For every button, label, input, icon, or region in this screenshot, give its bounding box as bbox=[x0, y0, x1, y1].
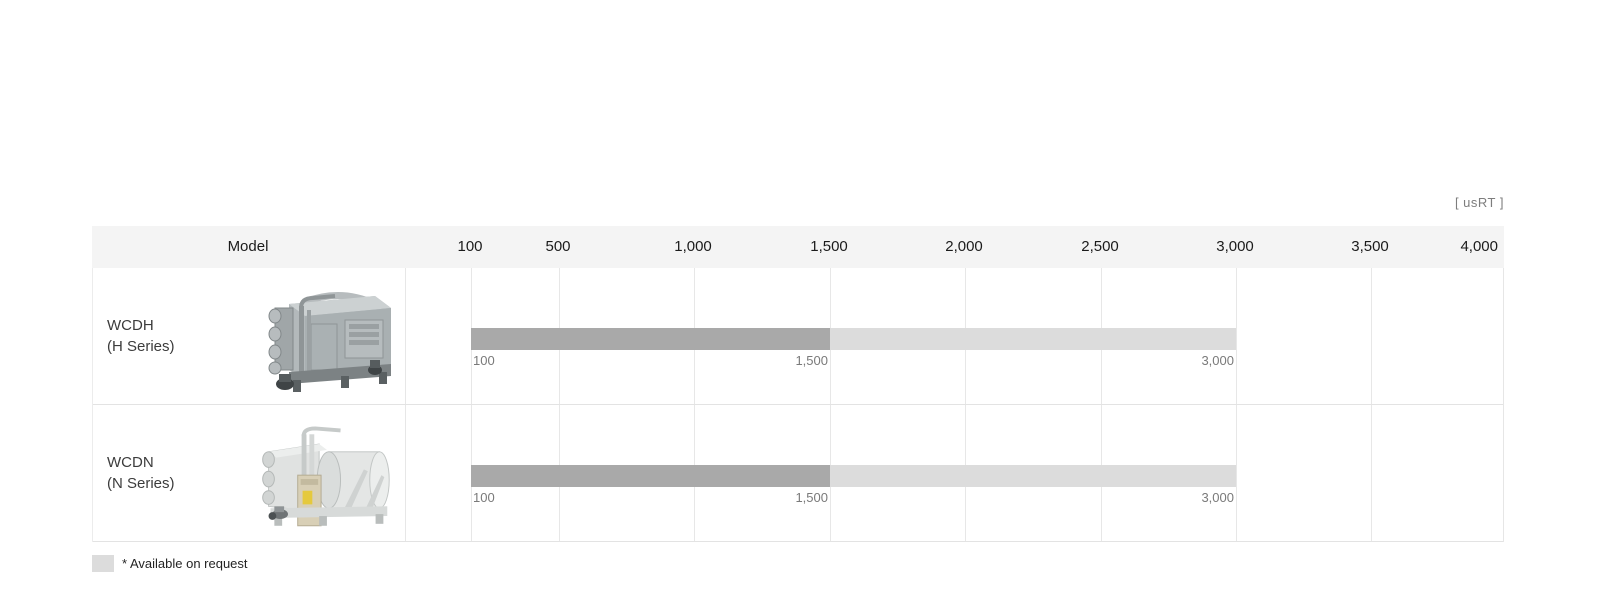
model-name-line2: (N Series) bbox=[107, 475, 175, 492]
capacity-lineup-table: Model 100 500 1,000 1,500 2,000 2,500 3,… bbox=[92, 226, 1504, 542]
legend-label: * Available on request bbox=[122, 555, 248, 571]
axis-tick-500: 500 bbox=[545, 238, 571, 255]
bar-value-start: 100 bbox=[473, 353, 495, 368]
unit-label: [ usRT ] bbox=[1454, 195, 1504, 210]
gridline-2000 bbox=[965, 268, 966, 542]
table-header-row: Model 100 500 1,000 1,500 2,000 2,500 3,… bbox=[92, 226, 1504, 268]
model-name: WCDH (H Series) bbox=[107, 315, 175, 357]
axis-tick-1500: 1,500 bbox=[810, 238, 848, 255]
bar-value-mid: 1,500 bbox=[795, 490, 828, 505]
bar-value-mid: 1,500 bbox=[795, 353, 828, 368]
gridline-2500 bbox=[1101, 268, 1102, 542]
capacity-bar-on-request bbox=[830, 328, 1236, 350]
model-name-line1: WCDH bbox=[107, 317, 154, 334]
axis-tick-3500: 3,500 bbox=[1351, 238, 1389, 255]
table-row-wcdn: WCDN (N Series) bbox=[93, 405, 1503, 542]
bar-value-end: 3,000 bbox=[1201, 353, 1234, 368]
capacity-bar-on-request bbox=[830, 465, 1236, 487]
bar-value-start: 100 bbox=[473, 490, 495, 505]
gridline-3000 bbox=[1236, 268, 1237, 542]
model-column-header: Model bbox=[227, 238, 269, 255]
gridline-100 bbox=[471, 268, 472, 542]
gridline-model-divider bbox=[405, 268, 406, 542]
table-body: WCDH (H Series) bbox=[92, 268, 1504, 542]
capacity-bar-standard bbox=[471, 465, 830, 487]
gridline-1000 bbox=[694, 268, 695, 542]
axis-tick-2000: 2,000 bbox=[945, 238, 983, 255]
wcdh-product-image bbox=[268, 291, 391, 392]
gridline-3500 bbox=[1371, 268, 1372, 542]
legend: * Available on request bbox=[92, 554, 248, 572]
capacity-bar-standard bbox=[471, 328, 830, 350]
axis-tick-1000: 1,000 bbox=[674, 238, 712, 255]
wcdn-product-image bbox=[262, 426, 390, 527]
model-name-line2: (H Series) bbox=[107, 338, 175, 355]
axis-tick-2500: 2,500 bbox=[1081, 238, 1119, 255]
gridline-1500 bbox=[830, 268, 831, 542]
model-name: WCDN (N Series) bbox=[107, 452, 175, 494]
gridline-500 bbox=[559, 268, 560, 542]
available-on-request-swatch-icon bbox=[92, 554, 114, 572]
model-cell: WCDH (H Series) bbox=[93, 268, 405, 404]
table-row-wcdh: WCDH (H Series) bbox=[93, 268, 1503, 405]
axis-tick-3000: 3,000 bbox=[1216, 238, 1254, 255]
model-cell: WCDN (N Series) bbox=[93, 405, 405, 541]
bar-value-end: 3,000 bbox=[1201, 490, 1234, 505]
axis-tick-4000: 4,000 bbox=[1460, 238, 1498, 255]
model-name-line1: WCDN bbox=[107, 454, 154, 471]
axis-tick-100: 100 bbox=[457, 238, 483, 255]
